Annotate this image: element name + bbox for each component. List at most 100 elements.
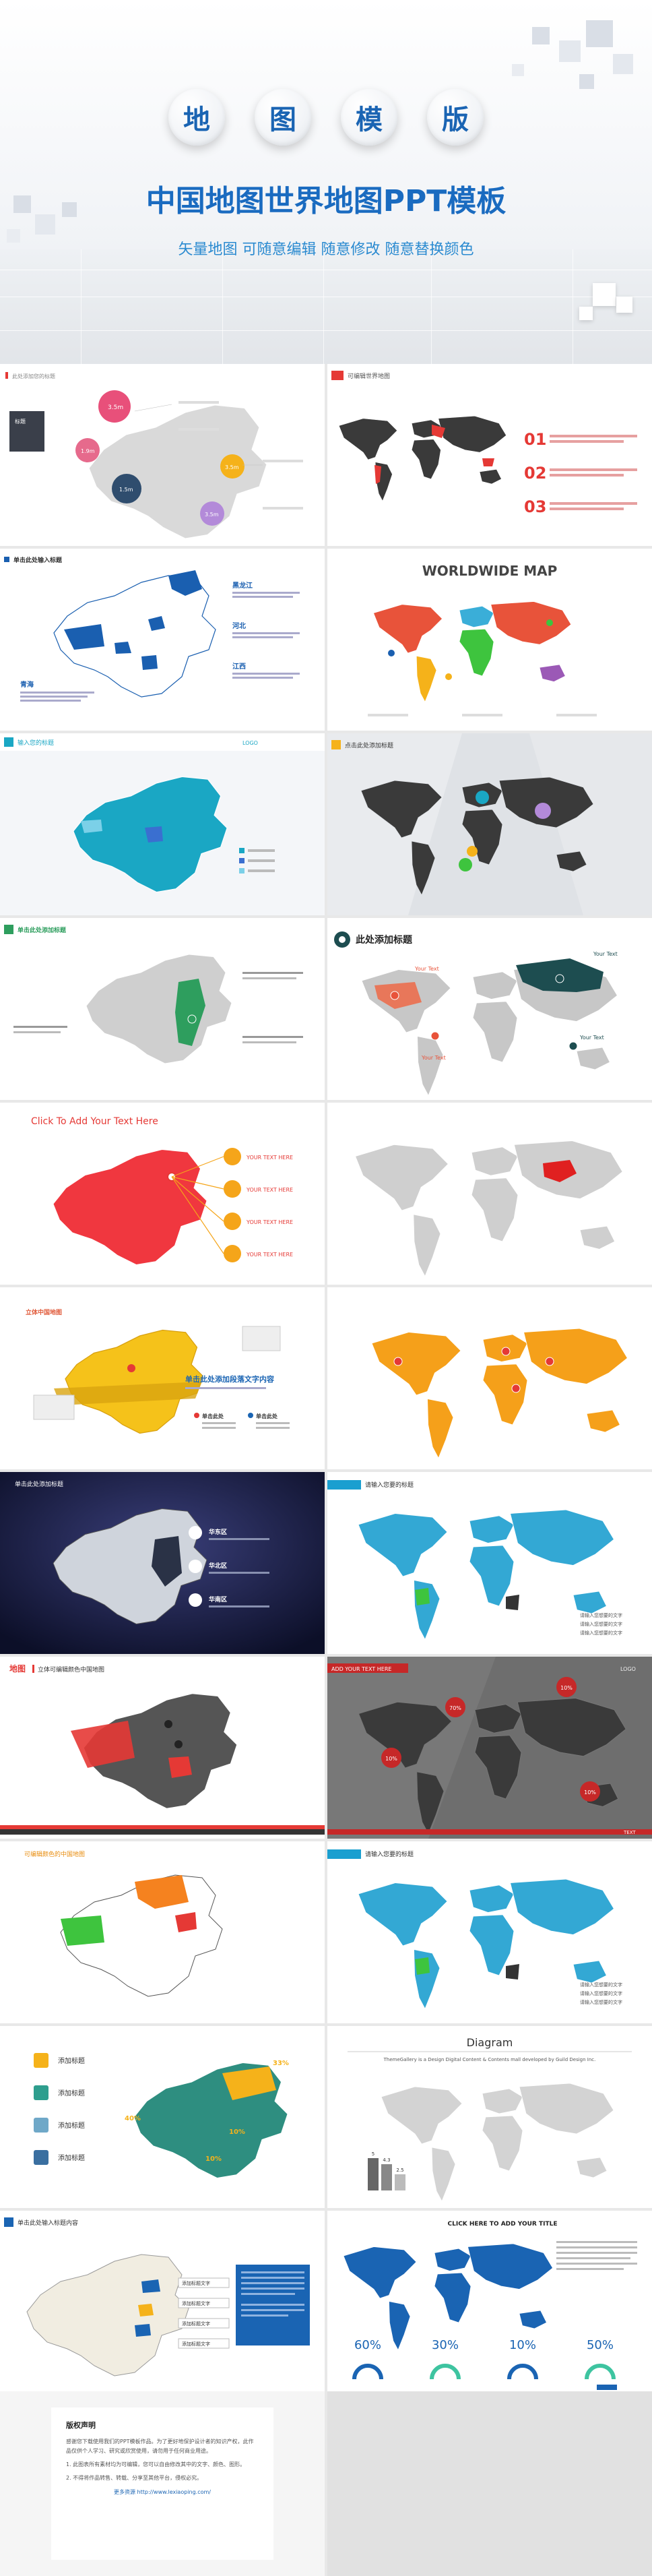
pct-label: 10%	[229, 2128, 245, 2136]
slide-thumb-21[interactable]: 单击此处输入标题内容 添加标题文字 添加标题文字 添加标题文字 添加标题文字	[0, 2211, 325, 2393]
slide-thumb-5[interactable]: 输入您的标题 LOGO	[0, 733, 325, 915]
hero-banner: 地 图 模 版 中国地图世界地图PPT模板 矢量地图 可随意编辑 随意修改 随意…	[0, 0, 652, 364]
bubble-value: 1.9m	[81, 448, 95, 454]
deco-square	[512, 64, 524, 76]
bubble-value: 1.5m	[119, 487, 133, 493]
floor-line	[0, 330, 652, 331]
slide-thumb-1[interactable]: 此处添加您的标题 标题 3.5m 1.9m 1.5m 3.5m 3.5m	[0, 364, 325, 546]
slide-thumb-19[interactable]: 添加标题 添加标题 添加标题 添加标题 33% 40% 10% 10%	[0, 2026, 325, 2208]
slide-thumb-4[interactable]: WORLDWIDE MAP	[327, 549, 652, 731]
bar-value: 2.5	[396, 2168, 403, 2173]
slide-title: Diagram	[467, 2036, 513, 2049]
deco-square	[586, 20, 613, 47]
pct-value: 10%	[509, 2338, 536, 2352]
deco-square	[613, 54, 633, 74]
slide-title: 立体中国地图	[26, 1308, 62, 1316]
note-text: 请输入您想要的文字	[580, 1982, 622, 1988]
floor-vline	[222, 249, 223, 364]
slide-title: 输入您的标题	[18, 739, 54, 747]
deco-square	[579, 74, 594, 89]
notice-link[interactable]: 更多资源 http://www.lexiaoping.com/	[113, 2489, 211, 2495]
deco-square	[13, 195, 31, 213]
floor-vline	[431, 249, 432, 364]
region-label: 青海	[20, 680, 34, 689]
slide-thumb-12[interactable]	[327, 1287, 652, 1469]
title-char: 地	[168, 89, 225, 146]
item-label: 添加标题	[58, 2121, 85, 2130]
pct-label: 40%	[125, 2115, 141, 2122]
slide-thumb-10[interactable]	[327, 1103, 652, 1285]
slide-title: 单击此处输入标题	[13, 556, 63, 564]
bar-value: 4.3	[383, 2157, 390, 2163]
slide-thumb-17[interactable]: 可编辑颜色的中国地图	[0, 1841, 325, 2023]
tag-label: 单击此处	[256, 1413, 278, 1419]
callout-text: Your Text	[593, 951, 618, 957]
slide-title: WORLDWIDE MAP	[422, 563, 558, 579]
slide-thumb-18[interactable]: 请输入您要的标题 请输入您想要的文字 请输入您想要的文字 请输入您想要的文字	[327, 1841, 652, 2023]
callout-text: Your Text	[414, 966, 439, 972]
logo-text: LOGO	[242, 740, 258, 746]
deco-cube	[616, 297, 632, 313]
item-text: YOUR TEXT HERE	[246, 1252, 293, 1258]
bubble-value: 3.5m	[205, 512, 219, 518]
hero-subtitle: 矢量地图 可随意编辑 随意修改 随意替换颜色	[178, 241, 474, 258]
pct-value: 10%	[385, 1756, 397, 1762]
slide-thumb-7[interactable]: 单击此处添加标题	[0, 918, 325, 1100]
note-text: 请输入您想要的文字	[580, 1630, 622, 1636]
item-text: YOUR TEXT HERE	[246, 1155, 293, 1161]
logo-text: LOGO	[620, 1666, 636, 1672]
note-text: 请输入您想要的文字	[580, 1990, 622, 1996]
title-char-circles: 地 图 模 版	[168, 89, 484, 146]
slide-thumb-13[interactable]: 单击此处添加标题 华东区 华北区 华南区	[0, 1472, 325, 1654]
slide-title: 单击此处添加标题	[15, 1480, 63, 1488]
notice-paragraph: 1. 此图表所有素材均为可编辑，您可以自由修改其中的文字、颜色、图形。	[66, 2461, 246, 2467]
slide-thumb-8[interactable]: 此处添加标题 Your Text Your Text Your Text You…	[327, 918, 652, 1100]
slide-thumb-11[interactable]: 立体中国地图 单击此处添加段落文字内容 单击此处 单击此处	[0, 1287, 325, 1469]
slide-title: Click To Add Your Text Here	[31, 1116, 158, 1127]
slide-subtitle: 立体可编辑颜色中国地图	[38, 1665, 104, 1674]
box-label: 添加标题文字	[182, 2300, 210, 2306]
slide-title: 请输入您要的标题	[365, 1850, 414, 1858]
slide-thumb-9[interactable]: Click To Add Your Text Here YOUR TEXT HE…	[0, 1103, 325, 1285]
deco-cube	[593, 283, 616, 306]
slide-title: 可编辑世界地图	[348, 372, 390, 380]
slide-thumb-3[interactable]: 单击此处输入标题 黑龙江 河北 江西 青海	[0, 549, 325, 731]
note-text: 请输入您想要的文字	[580, 1612, 622, 1618]
slide-thumb-22[interactable]: CLICK HERE TO ADD YOUR TITLE 60% 30% 10%…	[327, 2211, 652, 2393]
deco-square	[7, 229, 20, 243]
box-label: 添加标题文字	[182, 2341, 210, 2347]
floor-vline	[81, 249, 82, 364]
notice-paragraph: 2. 不得将作品转售、转载、分享至其他平台，侵权必究。	[66, 2475, 203, 2481]
slide-title: 点击此处添加标题	[345, 741, 393, 749]
deco-square	[532, 27, 550, 44]
notice-card: 版权声明 感谢您下载使用我们的PPT模板作品。为了更好地保护设计者的知识产权，此…	[51, 2408, 273, 2560]
region-label: 河北	[232, 621, 246, 630]
item-label: 添加标题	[58, 2089, 85, 2097]
slide-thumb-20[interactable]: Diagram ThemeGallery is a Design Digital…	[327, 2026, 652, 2208]
deco-cube	[579, 307, 593, 320]
copyright-notice: 版权声明 感谢您下载使用我们的PPT模板作品。为了更好地保护设计者的知识产权，此…	[0, 2391, 325, 2576]
deco-square	[35, 214, 55, 235]
hero-title: 中国地图世界地图PPT模板	[145, 184, 507, 218]
bubble-value: 3.5m	[225, 464, 239, 470]
deco-square	[62, 202, 77, 217]
tag-label: 单击此处	[202, 1413, 224, 1419]
pct-value: 10%	[584, 1789, 596, 1796]
step-number: 03	[524, 497, 546, 516]
notice-paragraph: 感谢您下载使用我们的PPT模板作品。为了更好地保护设计者的知识产权，此作品仅供个…	[66, 2439, 254, 2454]
title-char: 版	[427, 89, 484, 146]
slide-thumb-15[interactable]: 地图 立体可编辑颜色中国地图	[0, 1657, 325, 1839]
legend-label: 标题	[15, 418, 26, 425]
region-label: 黑龙江	[232, 581, 253, 590]
bar-value: 5	[372, 2151, 374, 2157]
slide-thumb-14[interactable]: 请输入您要的标题 请输入您想要的文字 请输入您想要的文字 请输入您想要的文字	[327, 1472, 652, 1654]
slide-title: CLICK HERE TO ADD YOUR TITLE	[448, 2221, 558, 2228]
box-label: 添加标题文字	[182, 2321, 210, 2327]
pct-value: 60%	[354, 2338, 381, 2352]
slide-thumb-6[interactable]: 点击此处添加标题	[327, 733, 652, 915]
pct-value: 10%	[560, 1685, 573, 1691]
slide-title: ADD YOUR TEXT HERE	[331, 1666, 391, 1672]
slide-thumb-16[interactable]: ADD YOUR TEXT HERE LOGO 70% 10% 10% 10% …	[327, 1657, 652, 1839]
slide-thumb-2[interactable]: 可编辑世界地图 01 02 03	[327, 364, 652, 546]
region-label: 华南区	[209, 1595, 227, 1603]
